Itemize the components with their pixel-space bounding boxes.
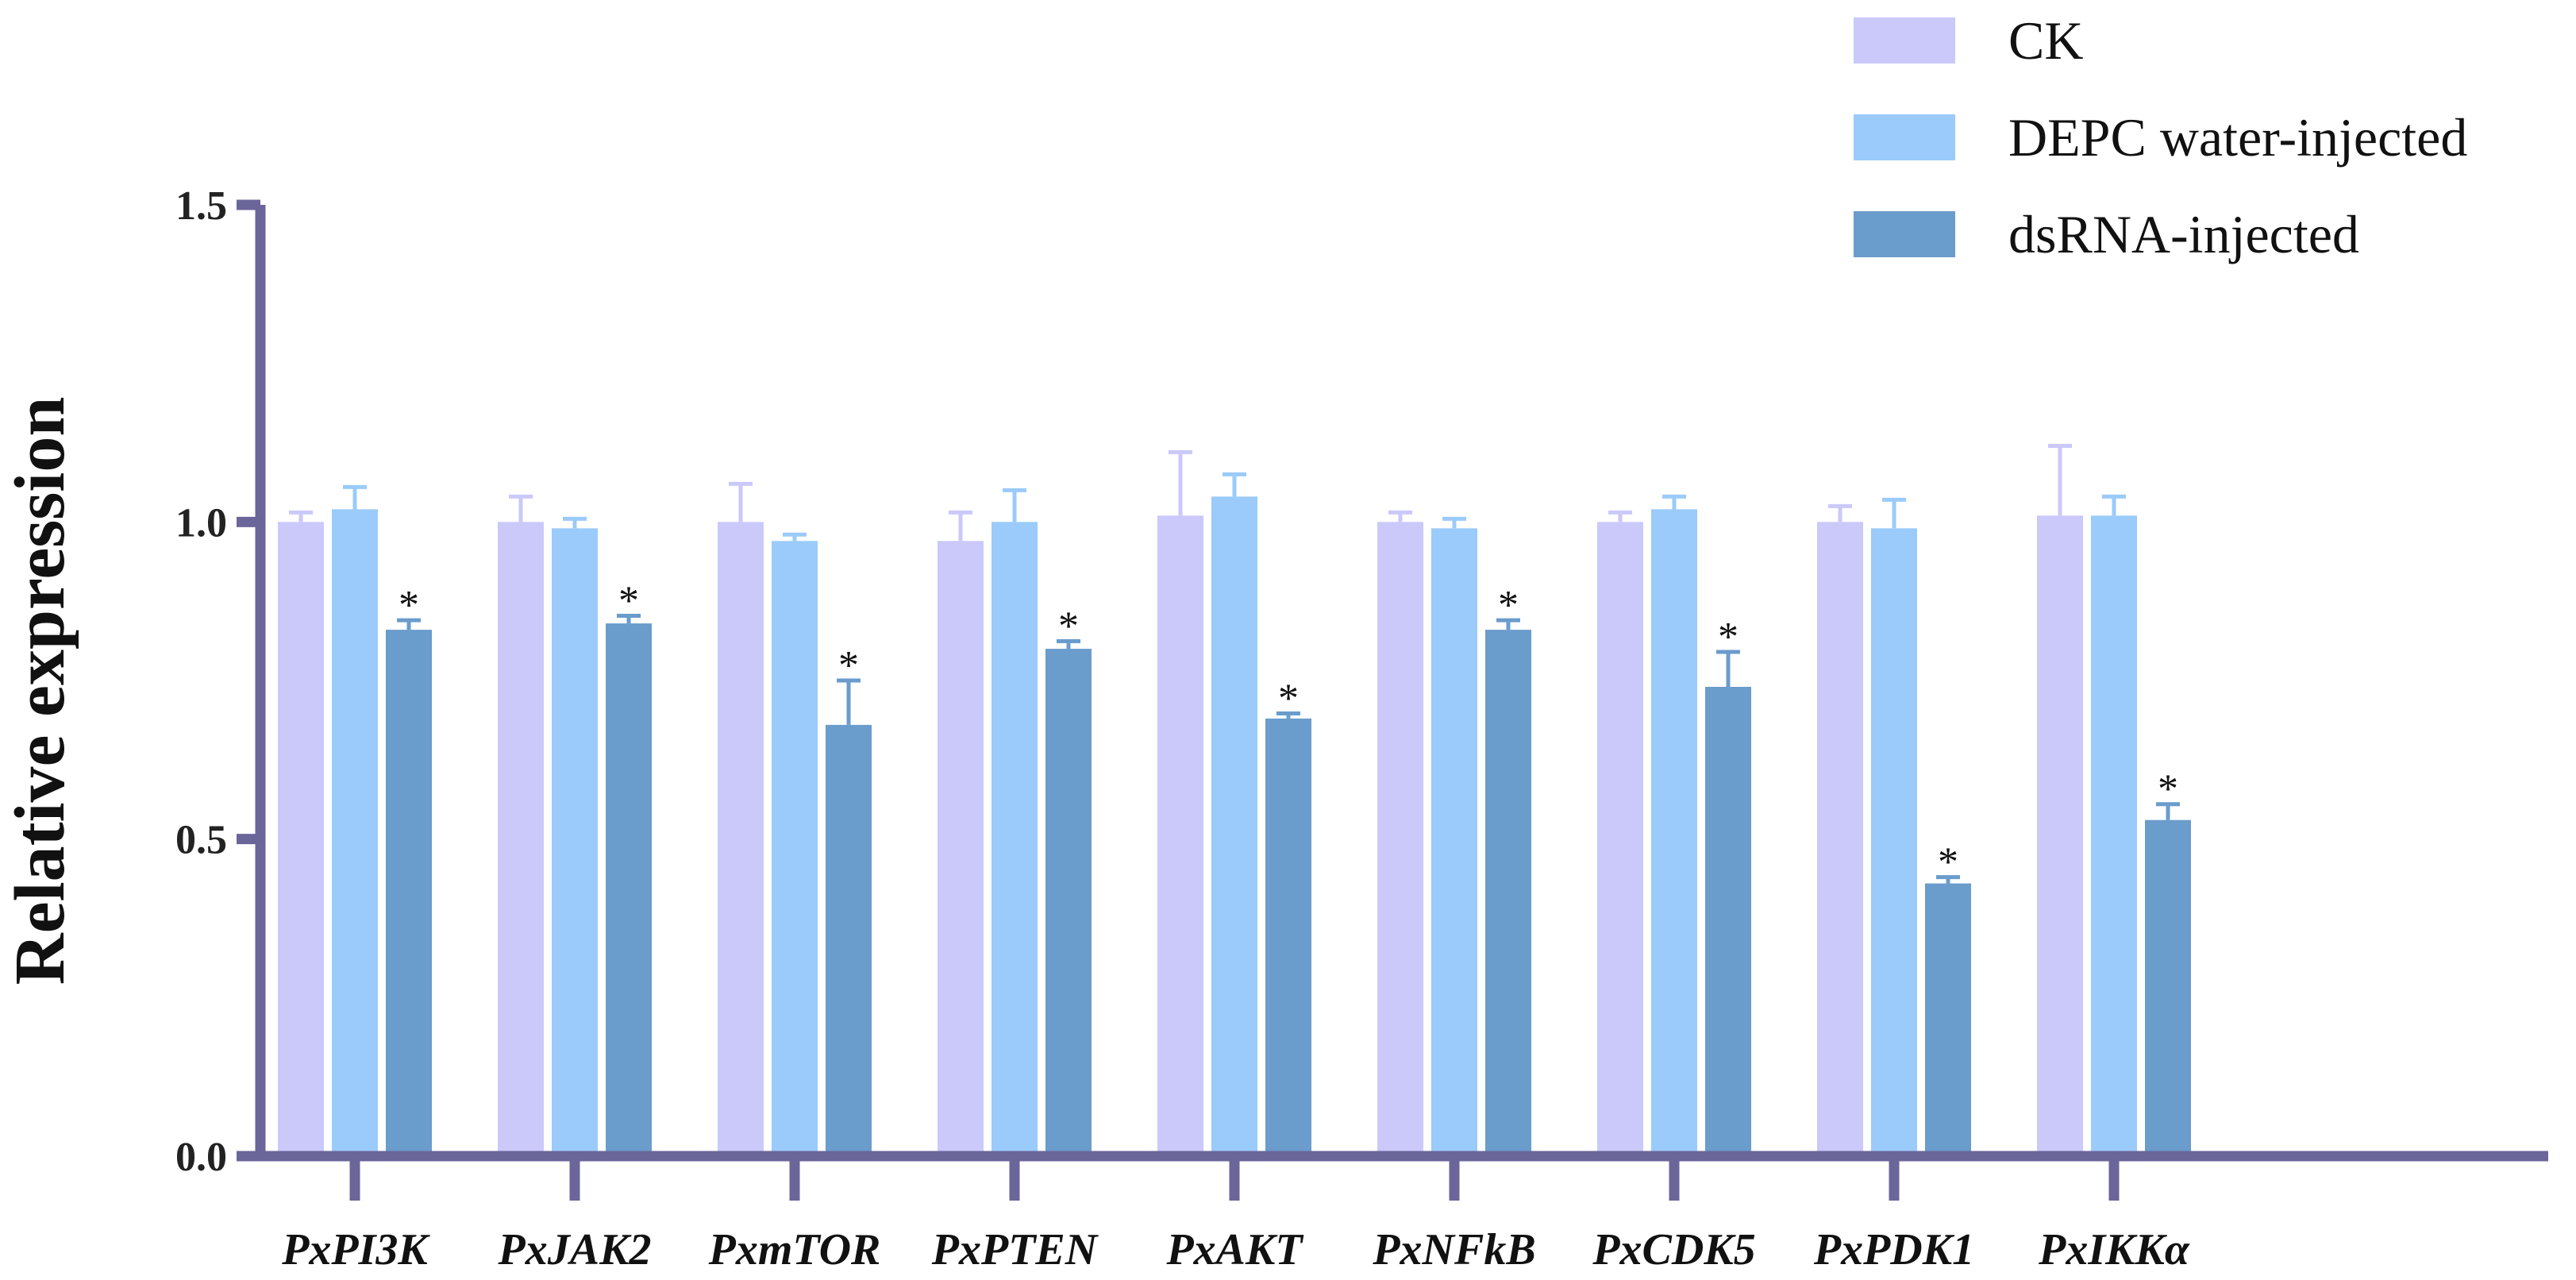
legend-label: DEPC water-injected xyxy=(2008,107,2467,168)
bar-PxIKKα-series-3 xyxy=(2145,819,2191,1156)
bar-PxPDK1-series-3 xyxy=(1925,883,1971,1156)
legend: CK DEPC water-injected dsRNA-injected xyxy=(1854,10,2467,264)
significance-mark: * xyxy=(2158,767,2178,812)
bar-PxNFkB-series-2 xyxy=(1431,528,1477,1156)
x-tick-label: PxNFkB xyxy=(1372,1225,1535,1274)
x-tick-label: PxmTOR xyxy=(708,1225,881,1274)
series-3: * * * * * * * * * xyxy=(386,579,2191,1156)
significance-mark: * xyxy=(1498,583,1519,628)
bar-PxCDK5-series-2 xyxy=(1651,509,1697,1156)
bar-PxPTEN-series-2 xyxy=(992,522,1038,1156)
y-tick-label: 1.0 xyxy=(175,500,227,546)
bar-PxIKKα-series-2 xyxy=(2091,515,2137,1156)
labels-group: 0.0 0.5 1.0 1.5 PxPI3K PxJAK2 PxmTOR PxPTEN PxAK… xyxy=(175,183,2190,1274)
bar-PxPDK1-series-1 xyxy=(1817,522,1863,1156)
legend-swatch xyxy=(1854,114,1955,160)
bar-PxmTOR-series-2 xyxy=(772,541,818,1156)
bars-group: * * * * * * * * * xyxy=(278,443,2191,1156)
y-tick-label: 0.0 xyxy=(175,1135,227,1180)
bar-PxCDK5-series-1 xyxy=(1597,522,1643,1156)
bar-PxPI3K-series-2 xyxy=(332,509,378,1156)
legend-label: dsRNA-injected xyxy=(2008,204,2359,264)
x-tick-label: PxPI3K xyxy=(281,1225,430,1274)
bar-PxNFkB-series-1 xyxy=(1377,522,1423,1156)
series-1 xyxy=(278,443,2083,1156)
x-tick-label: PxAKT xyxy=(1165,1225,1304,1274)
y-tick-label: 0.5 xyxy=(175,818,227,863)
bar-PxJAK2-series-3 xyxy=(606,623,652,1156)
legend-item-3: dsRNA-injected xyxy=(1854,204,2359,264)
significance-mark: * xyxy=(1058,603,1079,649)
bar-PxJAK2-series-1 xyxy=(498,522,544,1156)
significance-mark: * xyxy=(399,583,419,628)
y-tick-label: 1.5 xyxy=(175,183,227,229)
bar-PxIKKα-series-1 xyxy=(2037,515,2083,1156)
y-axis-label: Relative expression xyxy=(1,397,79,985)
significance-mark: * xyxy=(618,579,639,624)
significance-mark: * xyxy=(1938,840,1958,885)
bar-PxPDK1-series-2 xyxy=(1871,528,1917,1156)
bar-PxAKT-series-3 xyxy=(1265,718,1311,1156)
bar-PxAKT-series-1 xyxy=(1157,515,1203,1156)
axes-group xyxy=(237,199,2548,1201)
legend-swatch xyxy=(1854,17,1955,64)
bar-PxPTEN-series-3 xyxy=(1045,649,1092,1156)
bar-PxmTOR-series-3 xyxy=(826,724,872,1156)
legend-item-2: DEPC water-injected xyxy=(1854,107,2467,168)
x-tick-label: PxIKKα xyxy=(2038,1225,2190,1274)
x-tick-label: PxPTEN xyxy=(931,1225,1099,1274)
significance-mark: * xyxy=(1278,677,1299,722)
bar-PxPI3K-series-3 xyxy=(386,630,432,1156)
series-2 xyxy=(332,472,2137,1156)
legend-label: CK xyxy=(2008,10,2083,71)
bar-PxNFkB-series-3 xyxy=(1485,630,1531,1156)
x-tick-label: PxCDK5 xyxy=(1592,1225,1755,1274)
x-tick-label: PxPDK1 xyxy=(1813,1225,1974,1274)
bar-PxJAK2-series-2 xyxy=(552,528,598,1156)
legend-swatch xyxy=(1854,211,1955,257)
significance-mark: * xyxy=(1718,615,1739,660)
bar-PxAKT-series-2 xyxy=(1211,496,1257,1156)
bar-PxPTEN-series-1 xyxy=(938,541,984,1156)
legend-item-1: CK xyxy=(1854,10,2083,71)
x-tick-label: PxJAK2 xyxy=(498,1225,652,1274)
bar-PxmTOR-series-1 xyxy=(718,522,764,1156)
bar-PxPI3K-series-1 xyxy=(278,522,324,1156)
bar-PxCDK5-series-3 xyxy=(1705,686,1751,1156)
significance-mark: * xyxy=(838,643,859,688)
